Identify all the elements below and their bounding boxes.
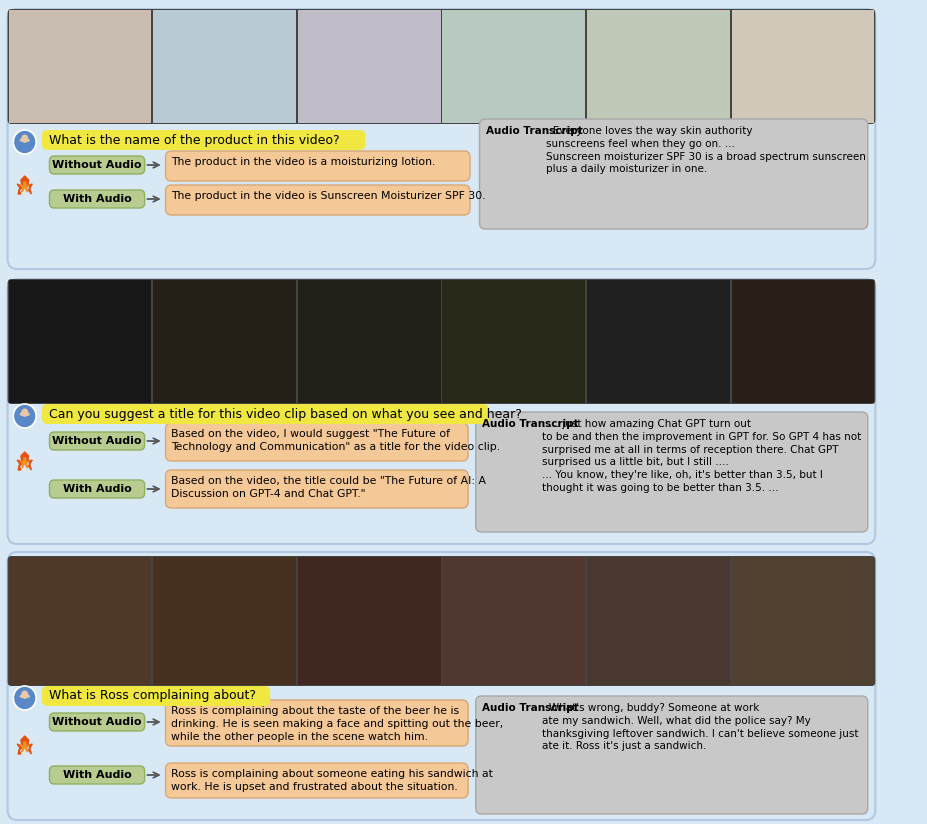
Text: The product in the video is a moisturizing lotion.: The product in the video is a moisturizi…: [171, 157, 435, 167]
FancyBboxPatch shape: [165, 700, 467, 746]
Polygon shape: [17, 736, 32, 754]
Bar: [730, 10, 873, 123]
Circle shape: [21, 134, 28, 142]
Bar: [587, 557, 729, 685]
Text: Based on the video, the title could be "The Future of AI: A
Discussion on GPT-4 : Based on the video, the title could be "…: [171, 476, 486, 499]
FancyBboxPatch shape: [42, 686, 270, 706]
Text: Can you suggest a title for this video clip based on what you see and hear?: Can you suggest a title for this video c…: [49, 408, 522, 420]
Circle shape: [13, 686, 36, 710]
FancyBboxPatch shape: [42, 130, 365, 150]
Bar: [298, 557, 440, 685]
FancyBboxPatch shape: [165, 185, 469, 215]
Text: : Everyone loves the way skin authority
sunscreens feel when they go on. ...
Sun: : Everyone loves the way skin authority …: [545, 126, 865, 175]
FancyBboxPatch shape: [165, 470, 467, 508]
FancyBboxPatch shape: [479, 119, 867, 229]
FancyBboxPatch shape: [49, 156, 145, 174]
Bar: [442, 557, 585, 685]
Text: Audio Transcript: Audio Transcript: [482, 703, 578, 713]
Bar: [8, 10, 151, 123]
FancyBboxPatch shape: [7, 552, 874, 820]
Text: With Audio: With Audio: [63, 770, 132, 780]
FancyBboxPatch shape: [7, 279, 874, 404]
Polygon shape: [21, 742, 29, 752]
FancyBboxPatch shape: [49, 432, 145, 450]
Bar: [8, 280, 151, 403]
FancyBboxPatch shape: [165, 423, 467, 461]
FancyBboxPatch shape: [7, 279, 874, 544]
Bar: [298, 280, 440, 403]
Bar: [587, 280, 729, 403]
Circle shape: [13, 130, 36, 154]
FancyBboxPatch shape: [165, 151, 469, 181]
Bar: [153, 557, 296, 685]
Text: Ross is complaining about someone eating his sandwich at
work. He is upset and f: Ross is complaining about someone eating…: [171, 769, 492, 792]
Text: With Audio: With Audio: [63, 484, 132, 494]
Wedge shape: [19, 693, 30, 699]
FancyBboxPatch shape: [165, 763, 467, 798]
Text: Without Audio: Without Audio: [52, 436, 142, 446]
Bar: [8, 557, 151, 685]
FancyBboxPatch shape: [476, 412, 867, 532]
Text: What is Ross complaining about?: What is Ross complaining about?: [49, 690, 256, 703]
Text: Ross is complaining about the taste of the beer he is
drinking. He is seen makin: Ross is complaining about the taste of t…: [171, 706, 503, 742]
Text: With Audio: With Audio: [63, 194, 132, 204]
FancyBboxPatch shape: [7, 9, 874, 124]
Bar: [587, 10, 729, 123]
FancyBboxPatch shape: [476, 696, 867, 814]
Text: Audio Transcript: Audio Transcript: [482, 419, 578, 429]
Bar: [298, 10, 440, 123]
FancyBboxPatch shape: [49, 766, 145, 784]
Polygon shape: [17, 452, 32, 470]
Circle shape: [21, 691, 28, 697]
Bar: [442, 280, 585, 403]
Circle shape: [13, 404, 36, 428]
Text: Without Audio: Without Audio: [52, 160, 142, 170]
Circle shape: [21, 409, 28, 415]
FancyBboxPatch shape: [49, 190, 145, 208]
Text: Audio Transcript: Audio Transcript: [486, 126, 582, 136]
FancyBboxPatch shape: [49, 480, 145, 498]
Text: What is the name of the product in this video?: What is the name of the product in this …: [49, 133, 339, 147]
Bar: [153, 280, 296, 403]
Polygon shape: [21, 182, 29, 192]
Text: Based on the video, I would suggest "The Future of
Technology and Communication": Based on the video, I would suggest "The…: [171, 429, 500, 452]
Polygon shape: [21, 458, 29, 468]
FancyBboxPatch shape: [42, 404, 489, 424]
Wedge shape: [19, 137, 30, 143]
Text: : What's wrong, buddy? Someone at work
ate my sandwich. Well, what did the polic: : What's wrong, buddy? Someone at work a…: [541, 703, 857, 751]
FancyBboxPatch shape: [49, 713, 145, 731]
Bar: [442, 10, 585, 123]
FancyBboxPatch shape: [7, 556, 874, 686]
Bar: [730, 557, 873, 685]
Wedge shape: [19, 411, 30, 417]
Polygon shape: [17, 176, 32, 194]
Bar: [153, 10, 296, 123]
FancyBboxPatch shape: [7, 9, 874, 269]
Text: Without Audio: Without Audio: [52, 717, 142, 727]
Text: : ... just how amazing Chat GPT turn out
to be and then the improvement in GPT f: : ... just how amazing Chat GPT turn out…: [541, 419, 860, 493]
Bar: [730, 280, 873, 403]
Text: The product in the video is Sunscreen Moisturizer SPF 30.: The product in the video is Sunscreen Mo…: [171, 191, 486, 201]
